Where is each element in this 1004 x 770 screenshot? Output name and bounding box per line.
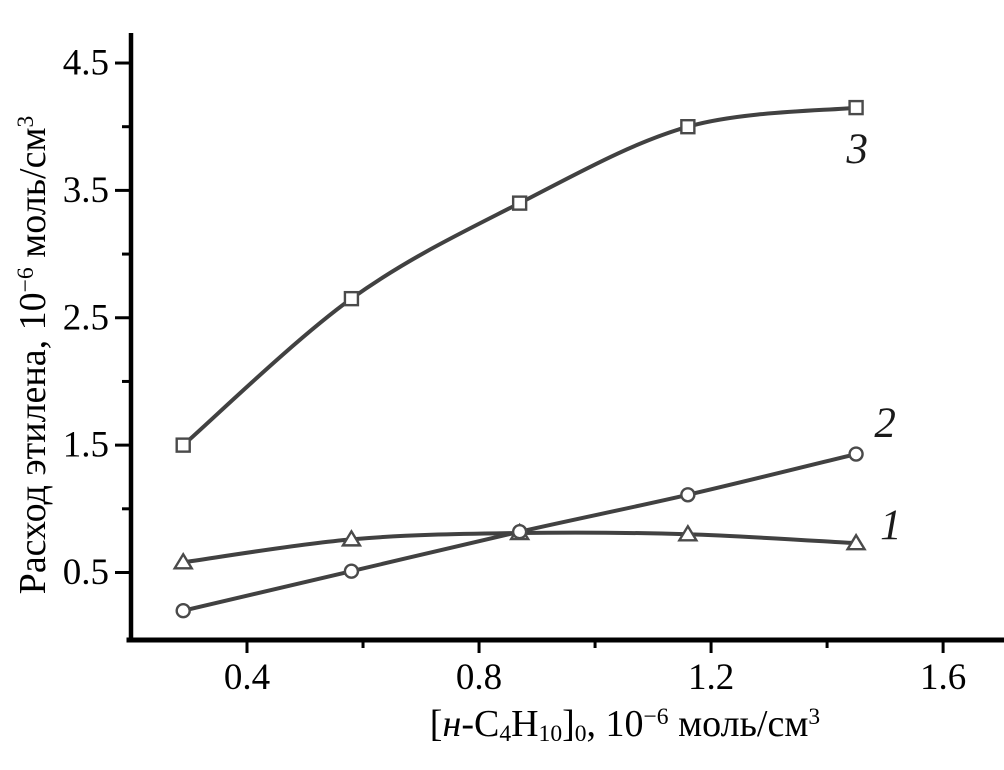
x-tick-label: 0.8: [456, 657, 502, 698]
axis-title-fragment: H: [511, 703, 539, 745]
data-point-triangle: [677, 523, 699, 542]
x-tick-label: 1.2: [688, 657, 734, 698]
axis-title-fragment: −6: [643, 703, 669, 730]
data-point-triangle: [845, 532, 867, 551]
y-tick-label: 4.5: [63, 43, 109, 84]
axis-title-fragment: моль/см: [668, 703, 809, 745]
y-tick-label: 3.5: [63, 170, 109, 211]
axis-title-fragment: 3: [12, 115, 39, 128]
data-point-square: [175, 437, 191, 453]
axis-title-fragment: −6: [12, 267, 39, 293]
y-axis-title: Расход этилена, 10−6 моль/см3: [5, 55, 61, 655]
curve-label-3: 3: [845, 126, 868, 173]
axis-title-fragment: 10: [538, 721, 563, 748]
data-point-square: [848, 99, 864, 116]
axis-title-fragment: , 10: [586, 703, 644, 745]
data-point-circle: [175, 603, 191, 619]
y-tick-label: 2.5: [63, 297, 109, 338]
series-3-line: [181, 105, 859, 448]
curve-label-1: 1: [880, 502, 902, 549]
data-point-triangle: [172, 551, 194, 570]
y-tick-label: 0.5: [63, 552, 109, 593]
y-tick-label: 1.5: [63, 425, 109, 466]
axis-title-fragment: 0: [574, 721, 587, 748]
curve-label-2: 2: [874, 400, 896, 447]
data-point-triangle: [340, 529, 363, 547]
data-point-circle: [680, 487, 696, 503]
axis-title-fragment: -C: [461, 703, 500, 745]
axis-title-fragment: ]: [562, 703, 575, 745]
x-tick-label: 0.4: [224, 657, 270, 698]
axis-title-fragment: моль/см: [12, 127, 54, 268]
axis-title-fragment: [: [429, 703, 443, 745]
data-point-circle: [848, 446, 864, 462]
axis-title-fragment: 4: [499, 721, 512, 748]
data-point-circle: [511, 524, 528, 540]
data-point-square: [511, 195, 528, 211]
data-point-square: [343, 290, 360, 307]
axis-title-fragment: 3: [808, 703, 821, 730]
axis-title-fragment: Расход этилена, 10: [12, 292, 54, 595]
data-point-square: [680, 119, 696, 135]
x-tick-label: 1.6: [920, 657, 966, 698]
x-axis-title: [н-C4H10]0, 10−6 моль/см3: [220, 698, 1004, 758]
data-point-circle: [343, 563, 360, 579]
axis-title-fragment: н: [442, 703, 462, 745]
